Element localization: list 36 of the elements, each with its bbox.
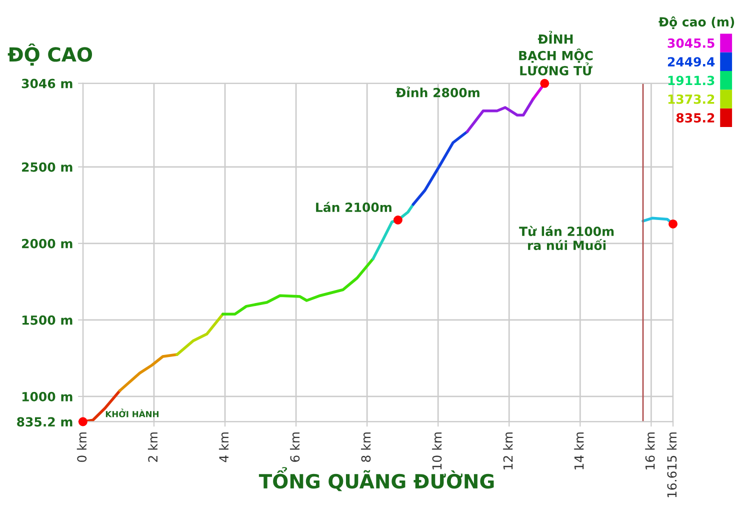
point xyxy=(540,78,550,88)
line-series xyxy=(221,257,374,316)
point xyxy=(668,219,678,228)
y-tick-label: 3046 m xyxy=(22,78,72,88)
annotation: Từ lán 2100m ra núi Muối xyxy=(519,226,614,250)
y-tick-label: 835.2 m xyxy=(17,417,72,427)
x-tick-label: 16.615 km xyxy=(666,432,677,498)
x-tick-label: 16 km xyxy=(645,432,655,470)
x-tick-label: 8 km xyxy=(361,432,371,462)
x-tick-label: 12 km xyxy=(503,432,513,470)
y-tick-label: 1500 m xyxy=(22,315,72,325)
x-tick-label: 14 km xyxy=(574,432,584,470)
color-bar-label: 3045.5 xyxy=(668,38,714,48)
color-bar-title: Độ cao (m) xyxy=(658,16,734,30)
annotation: Lán 2100m xyxy=(316,202,392,212)
point xyxy=(393,215,402,224)
y-tick-label: 2500 m xyxy=(22,162,72,172)
annotation: ĐỈNH BẠCH MỘC LƯƠNG TỬ xyxy=(519,30,593,76)
x-tick-label: 4 km xyxy=(218,432,228,462)
x-tick-label: 6 km xyxy=(290,432,300,462)
line-series xyxy=(412,130,469,206)
y-tick-label: 2000 m xyxy=(22,238,72,248)
color-bar-label: 835.2 xyxy=(676,113,714,123)
x-tick-label: 2 km xyxy=(148,432,158,462)
x-tick-label: 0 km xyxy=(76,432,87,462)
color-bar-label: 1373.2 xyxy=(668,94,714,104)
annotation: KHỞI HÀNH xyxy=(106,408,158,418)
y-axis-title: ĐỘ CAO xyxy=(8,44,92,66)
color-bar-label: 1911.3 xyxy=(668,76,714,86)
x-tick-label: 10 km xyxy=(432,432,442,470)
line-series xyxy=(466,97,535,134)
annotation: Đỉnh 2800m xyxy=(396,86,480,98)
y-tick-label: 1000 m xyxy=(22,392,72,402)
line-series xyxy=(176,312,224,356)
line-series xyxy=(118,353,178,392)
color-bar-label: 2449.4 xyxy=(668,57,715,67)
